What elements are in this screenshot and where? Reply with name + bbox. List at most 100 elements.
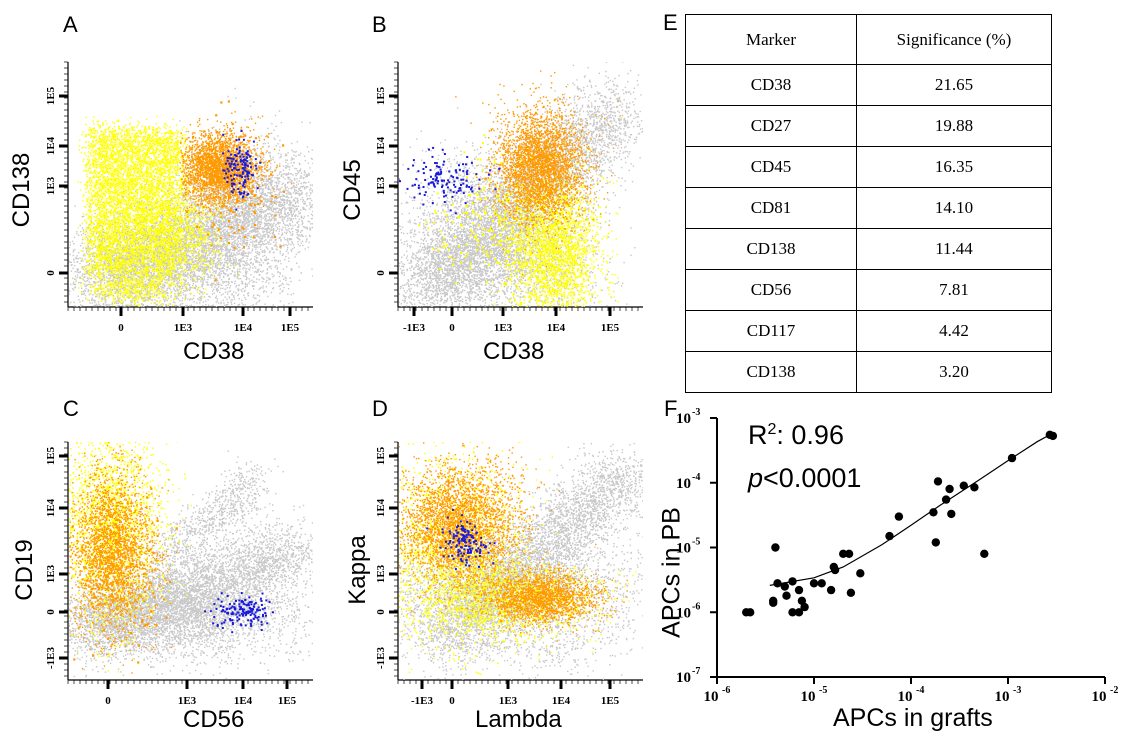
x-tick-label: 10	[898, 689, 913, 705]
x-tick-label: 1E5	[601, 695, 620, 707]
x-tick-exponent: -6	[722, 685, 730, 696]
orange-population	[399, 442, 561, 635]
blue-population	[204, 592, 274, 634]
orange-population	[71, 473, 178, 664]
y-tick-exponent: -5	[692, 537, 700, 548]
x-tick-label: 1E3	[494, 322, 513, 334]
x-tick-label: 0	[105, 695, 111, 707]
table-row: CD56 7.81	[685, 269, 1052, 311]
data-point	[794, 585, 804, 595]
y-tick-label: 1E4	[45, 498, 57, 517]
y-tick-label: 10	[676, 541, 691, 557]
x-tick-label: 0	[449, 695, 455, 707]
x-tick-label: 1E3	[178, 695, 197, 707]
panel-letter-f: F	[664, 396, 677, 422]
x-tick-label: 1E3	[499, 695, 518, 707]
x-tick-label: 10	[1092, 689, 1107, 705]
marker-cell: CD27	[685, 105, 857, 147]
y-tick-label: 1E5	[45, 86, 57, 105]
event-cloud-layer	[399, 442, 643, 680]
scatter-plot-f: 10 -6 10 -5 10 -4 10 -3 10-210-310-410-510-610-7	[676, 407, 1118, 705]
significance-header: Significance (%)	[856, 14, 1052, 65]
blue-population	[426, 508, 496, 571]
data-point	[931, 538, 940, 547]
data-point	[826, 585, 836, 595]
data-point	[1007, 453, 1017, 463]
y-tick-label: 10	[676, 670, 691, 686]
value-cell: 7.81	[856, 269, 1052, 311]
data-point	[839, 549, 848, 558]
panel-d-xlabel: Lambda	[475, 706, 562, 734]
event-cloud-layer	[399, 62, 643, 307]
data-point	[769, 598, 778, 607]
panel-letter-a: A	[63, 12, 78, 38]
panel-b-xlabel: CD38	[483, 338, 544, 366]
data-point	[947, 509, 956, 519]
data-point	[945, 484, 954, 494]
y-tick-label: 1E5	[375, 446, 387, 465]
yellow-population	[77, 115, 196, 285]
flow-plot-c: 0 1E3 1E4 1E5 1E5 1E4 1E3 0 -1E3	[45, 441, 313, 707]
orange-population	[445, 543, 628, 642]
event-cloud-layer	[69, 442, 313, 680]
value-cell: 21.65	[856, 64, 1052, 106]
x-tick-label: 1E5	[601, 322, 620, 334]
yellow-population	[127, 146, 240, 305]
value-cell: 11.44	[856, 228, 1052, 270]
grey-population	[69, 105, 313, 307]
flow-plot-d: -1E3 0 1E3 1E4 1E5 1E5 1E4 1E3 0 -1E3	[375, 441, 643, 707]
p-value: <0.0001	[763, 463, 861, 493]
marker-cell: CD138	[685, 228, 857, 270]
r-squared-annotation: R2: 0.96	[748, 420, 844, 451]
data-point	[800, 602, 809, 612]
data-point	[780, 582, 789, 591]
y-tick-label: 0	[375, 270, 387, 276]
value-cell: 19.88	[856, 105, 1052, 147]
significance-table: Marker Significance (%) CD38 21.65 CD27 19…	[685, 14, 1052, 393]
y-tick-label: 10	[676, 605, 691, 621]
y-tick-label: 1E3	[45, 176, 57, 195]
y-tick-label: -1E3	[375, 647, 387, 670]
y-tick-label: -1E3	[45, 647, 57, 670]
table-header-row: Marker Significance (%)	[685, 14, 1052, 65]
data-point	[846, 588, 856, 597]
y-tick-label: 1E4	[375, 498, 387, 517]
panel-f-xlabel: APCs in grafts	[833, 704, 993, 733]
flow-plot-a: 0 1E3 1E4 1E5 1E5 1E4 1E3 0	[45, 61, 313, 334]
table-row: CD38 21.65	[685, 64, 1052, 106]
data-point	[856, 569, 865, 578]
data-point	[959, 481, 968, 490]
panel-letter-e: E	[663, 10, 678, 36]
x-tick-label: 10	[704, 689, 719, 705]
x-tick-exponent: -3	[1013, 685, 1021, 696]
table-row: CD81 14.10	[685, 187, 1052, 229]
panel-letter-d: D	[372, 396, 388, 422]
x-tick-exponent: -2	[1110, 685, 1118, 696]
flow-plot-b: -1E3 0 1E3 1E4 1E5 1E5 1E4 1E3 0	[375, 61, 643, 334]
x-tick-exponent: -5	[819, 685, 827, 696]
data-point	[746, 608, 755, 617]
x-tick-label: 0	[118, 322, 124, 334]
marker-cell: CD138	[685, 351, 857, 393]
panel-c-xlabel: CD56	[183, 706, 244, 734]
data-point	[782, 591, 791, 600]
y-tick-exponent: -6	[692, 601, 700, 612]
data-point	[941, 495, 951, 504]
value-cell: 3.20	[856, 351, 1052, 393]
table-row: CD138 3.20	[685, 351, 1052, 393]
blue-population	[222, 130, 262, 211]
data-point	[894, 512, 904, 521]
x-tick-label: 1E4	[547, 322, 566, 334]
value-cell: 16.35	[856, 146, 1052, 188]
data-point	[817, 579, 826, 588]
table-row: CD27 19.88	[685, 105, 1052, 147]
table-row: CD117 4.42	[685, 310, 1052, 352]
data-point	[773, 579, 782, 588]
table-row: CD45 16.35	[685, 146, 1052, 188]
orange-population	[179, 111, 293, 236]
data-point	[788, 577, 797, 586]
x-tick-label: 1E4	[234, 695, 253, 707]
data-point	[980, 549, 989, 558]
orange-population	[455, 70, 619, 276]
marker-cell: CD56	[685, 269, 857, 311]
